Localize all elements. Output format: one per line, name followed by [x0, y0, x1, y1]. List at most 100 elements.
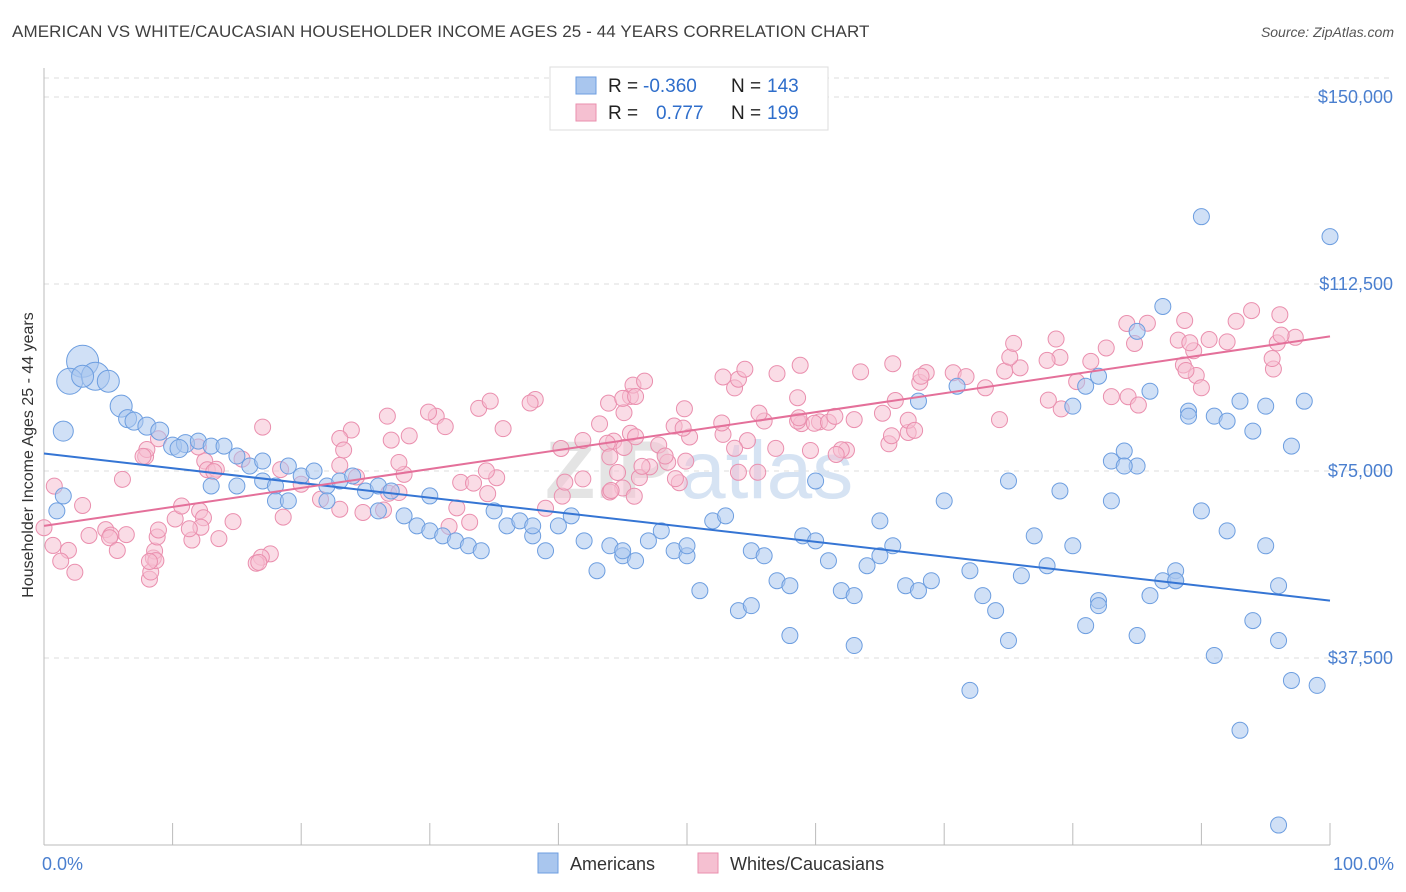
americans-point	[1038, 557, 1056, 575]
whites-point	[906, 421, 924, 439]
legend-r-label-2: R =	[608, 103, 638, 124]
americans-point	[588, 562, 606, 580]
americans-point	[627, 552, 645, 570]
americans-point	[1128, 627, 1146, 645]
americans-point	[871, 512, 889, 530]
americans-point	[202, 477, 220, 495]
americans-points	[48, 208, 1339, 834]
americans-point	[1308, 676, 1326, 694]
americans-point	[858, 557, 876, 575]
americans-point	[1090, 597, 1108, 615]
whites-point	[1271, 306, 1289, 324]
whites-point	[627, 428, 645, 446]
y-tick-label: $112,500	[1319, 274, 1393, 294]
americans-point	[48, 502, 66, 520]
bottom-legend-swatch-americans	[537, 852, 559, 874]
whites-point	[1200, 331, 1218, 349]
whites-point	[736, 360, 754, 378]
americans-point	[228, 447, 246, 465]
whites-point	[1038, 351, 1056, 369]
whites-point	[882, 427, 900, 445]
americans-point	[279, 457, 297, 475]
americans-point	[845, 587, 863, 605]
americans-point	[1218, 412, 1236, 430]
americans-point	[1064, 397, 1082, 415]
whites-point	[74, 496, 92, 514]
americans-point	[382, 482, 400, 500]
bottom-legend: Americans Whites/Caucasians	[537, 852, 884, 874]
whites-point	[1129, 396, 1147, 414]
americans-point	[1270, 816, 1288, 834]
americans-point	[575, 532, 593, 550]
whites-point	[1082, 352, 1100, 370]
americans-point	[1244, 612, 1262, 630]
whites-point	[912, 367, 930, 385]
whites-point	[600, 394, 618, 412]
whites-point	[714, 368, 732, 386]
y-axis-title: Householder Income Ages 25 - 44 years	[20, 312, 37, 598]
whites-point	[1272, 326, 1290, 344]
americans-point	[678, 537, 696, 555]
americans-point	[1231, 392, 1249, 410]
whites-point	[1263, 350, 1281, 368]
whites-point	[1227, 312, 1245, 330]
americans-point	[935, 492, 953, 510]
americans-point	[228, 477, 246, 495]
whites-point	[331, 500, 349, 518]
americans-point	[169, 439, 189, 459]
americans-point	[691, 582, 709, 600]
americans-point	[614, 542, 632, 560]
whites-point	[108, 541, 126, 559]
americans-point	[1218, 522, 1236, 540]
whites-point	[556, 473, 574, 491]
whites-point	[180, 520, 198, 538]
americans-point	[1000, 632, 1017, 650]
trend-lines	[43, 335, 1331, 602]
americans-point	[1115, 457, 1133, 475]
americans-point	[1282, 671, 1300, 689]
americans-point	[922, 572, 940, 590]
legend-swatch-whites	[575, 103, 597, 122]
americans-point	[742, 597, 760, 615]
whites-point	[1005, 334, 1023, 352]
whites-point	[615, 404, 633, 422]
y-tick-labels: $37,500 $75,000 $112,500 $150,000	[1318, 87, 1393, 668]
americans-point	[1321, 228, 1339, 246]
americans-point	[524, 517, 542, 535]
americans-point	[1295, 392, 1313, 410]
whites-point	[884, 355, 902, 373]
whites-point	[990, 411, 1008, 429]
whites-point	[113, 470, 131, 488]
americans-point	[961, 681, 979, 699]
whites-point	[601, 448, 619, 466]
whites-point	[479, 485, 497, 503]
whites-point	[210, 530, 228, 548]
whites-point	[331, 456, 349, 474]
americans-point	[421, 487, 439, 505]
legend-r-value-1: -0.360	[643, 76, 697, 97]
americans-point	[1282, 437, 1300, 455]
whites-point	[591, 415, 609, 433]
whites-point	[789, 389, 807, 407]
americans-point	[1192, 502, 1210, 520]
americans-point	[537, 542, 555, 560]
axes	[43, 68, 1331, 846]
whites-point	[1039, 391, 1057, 409]
bottom-legend-whites: Whites/Caucasians	[730, 854, 884, 874]
whites-point	[400, 427, 418, 445]
americans-point	[318, 492, 336, 510]
whites-point	[627, 387, 645, 405]
whites-point	[382, 431, 400, 449]
americans-point	[871, 547, 889, 565]
americans-point	[1090, 367, 1108, 385]
americans-point	[549, 517, 567, 535]
whites-point	[66, 563, 84, 581]
americans-point	[1231, 721, 1249, 739]
americans-point	[472, 542, 490, 560]
whites-point	[1097, 339, 1115, 357]
legend-n-value-2: 199	[767, 103, 799, 124]
whites-point	[342, 421, 360, 439]
americans-point	[1205, 647, 1223, 665]
whites-trend-line	[43, 335, 1331, 527]
